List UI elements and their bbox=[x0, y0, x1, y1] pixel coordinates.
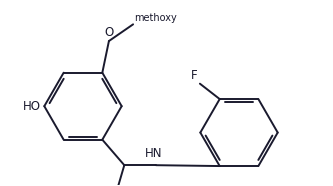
Text: O: O bbox=[104, 26, 114, 39]
Text: HO: HO bbox=[23, 100, 41, 113]
Text: HN: HN bbox=[145, 147, 163, 160]
Text: methoxy: methoxy bbox=[135, 13, 177, 23]
Text: F: F bbox=[191, 69, 197, 82]
